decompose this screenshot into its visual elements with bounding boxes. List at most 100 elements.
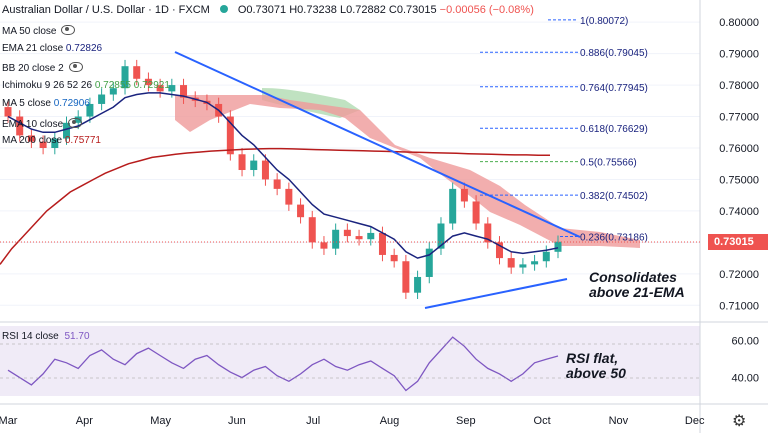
candle-body — [402, 261, 410, 293]
fib-level-label: 0.236(0.73186) — [580, 233, 648, 244]
candle-body — [460, 188, 468, 202]
candle-body — [133, 66, 141, 79]
legend-label: EMA 10 close — [2, 118, 64, 130]
fib-level-label: 0.886(0.79045) — [580, 48, 648, 59]
candle-body — [320, 242, 328, 249]
candle-body — [109, 88, 117, 95]
downtrend-line[interactable] — [174, 51, 581, 238]
candle-body — [156, 85, 164, 92]
candle-body — [472, 201, 480, 224]
candle-body — [273, 179, 281, 189]
candle-body — [414, 276, 422, 293]
candle-body — [308, 217, 316, 243]
fib-level-label: 0.5(0.75566) — [580, 158, 637, 169]
candle-body — [168, 85, 176, 92]
candle-body — [554, 241, 562, 252]
candle-body — [531, 261, 539, 265]
price-tick-label: 0.75000 — [719, 174, 759, 186]
eye-slash-icon[interactable] — [68, 117, 83, 128]
rsi-legend-label: RSI 14 close — [2, 331, 59, 342]
ichimoku-cloud-bearish — [175, 95, 640, 248]
candle-body — [250, 160, 258, 171]
candle-body — [484, 223, 492, 243]
price-tick-label: 0.79000 — [719, 49, 759, 61]
candle-body — [261, 160, 269, 180]
legend-item[interactable]: BB 20 close 2 — [2, 61, 83, 75]
legend-value: 0.72826 — [63, 42, 103, 54]
time-tick-label: Jul — [306, 415, 320, 427]
candle-body — [378, 232, 386, 255]
candle-body — [343, 229, 351, 237]
legend-item[interactable]: MA 50 close — [2, 24, 76, 38]
legend-item[interactable]: Ichimoku 9 26 52 26 0.72855 0.72921 — [2, 80, 170, 92]
legend-label: MA 5 close — [2, 98, 51, 109]
candle-body — [332, 229, 340, 249]
candle-body — [297, 204, 305, 218]
legend-label: MA 50 close — [2, 26, 57, 37]
candle-body — [86, 103, 94, 117]
candle-body — [355, 236, 363, 240]
candle-body — [542, 251, 550, 262]
candle-body — [39, 141, 47, 148]
legend-item[interactable]: EMA 10 close — [2, 117, 83, 131]
time-axis-labels: Mar Apr May Jun Jul Aug Sep Oct Nov Dec — [0, 415, 705, 427]
rsi-legend[interactable]: RSI 14 close 51.70 — [2, 331, 90, 343]
ema21-line — [7, 92, 559, 259]
time-tick-label: May — [150, 415, 171, 427]
symbol-title[interactable]: Australian Dollar / U.S. Dollar · 1D · F… — [2, 4, 210, 16]
candle-body — [507, 258, 515, 268]
price-tick-label: 0.78000 — [719, 80, 759, 92]
legend-label: MA 200 close — [2, 135, 63, 146]
annotation-rsi-flat: RSI flat, above 50 — [566, 350, 626, 381]
rsi-legend-value: 51.70 — [64, 331, 90, 342]
market-status-dot — [219, 5, 228, 13]
legend-label: Ichimoku 9 26 52 26 — [2, 79, 93, 91]
price-tick-label: 0.72000 — [719, 269, 759, 281]
price-tick-label: 0.77000 — [719, 112, 759, 124]
fib-level-label: 0.618(0.76629) — [580, 124, 648, 135]
time-tick-label: Sep — [456, 415, 476, 427]
candle-body — [390, 254, 398, 262]
legend-item[interactable]: EMA 21 close 0.72826 — [2, 43, 102, 55]
eye-slash-icon[interactable] — [68, 62, 83, 72]
rsi-line — [7, 336, 559, 392]
candle-body — [4, 107, 12, 117]
time-tick-label: Mar — [0, 415, 18, 427]
candle-body — [16, 116, 24, 136]
time-tick-label: Nov — [609, 415, 629, 427]
chart-grid — [0, 21, 700, 306]
gear-icon[interactable]: ⚙ — [732, 413, 747, 430]
eye-slash-icon[interactable] — [61, 25, 76, 35]
candle-body — [519, 264, 527, 268]
price-tick-label: 0.74000 — [719, 206, 759, 218]
candle-body — [449, 188, 457, 224]
fibonacci-levels: 1(0.80072) 0.886(0.79045) 0.764(0.77945) 0.… — [480, 16, 648, 244]
candle-body — [425, 248, 433, 277]
price-axis-labels: 0.80000 0.79000 0.78000 0.77000 0.76000 0.750… — [719, 17, 759, 312]
price-change: −0.00056 (−0.08%) — [439, 4, 534, 16]
legend-value: 0.75771 — [62, 135, 101, 146]
candle-body — [51, 138, 59, 148]
legend-value: 0.72906 — [50, 98, 90, 109]
rsi-tick-label: 40.00 — [731, 373, 759, 385]
candle-body — [437, 223, 445, 249]
time-tick-label: Apr — [76, 415, 93, 427]
time-tick-label: Aug — [380, 415, 400, 427]
ma200-line — [0, 147, 550, 265]
fib-level-label: 1(0.80072) — [580, 16, 628, 27]
candle-body — [285, 188, 293, 205]
support-trendline[interactable] — [424, 278, 568, 309]
candle-body — [495, 242, 503, 259]
time-tick-label: Dec — [685, 415, 705, 427]
legend-item[interactable]: MA 5 close 0.72906 — [2, 98, 90, 110]
candle-body — [63, 122, 71, 139]
chart-header: Australian Dollar / U.S. Dollar · 1D · F… — [2, 4, 534, 16]
candle-body — [121, 66, 129, 89]
fib-level-label: 0.764(0.77945) — [580, 83, 648, 94]
legend-label: BB 20 close 2 — [2, 63, 64, 74]
legend-item[interactable]: MA 200 close 0.75771 — [2, 135, 101, 147]
price-tick-label: 0.76000 — [719, 143, 759, 155]
candle-body — [27, 135, 35, 142]
price-tick-label: 0.71000 — [719, 300, 759, 312]
